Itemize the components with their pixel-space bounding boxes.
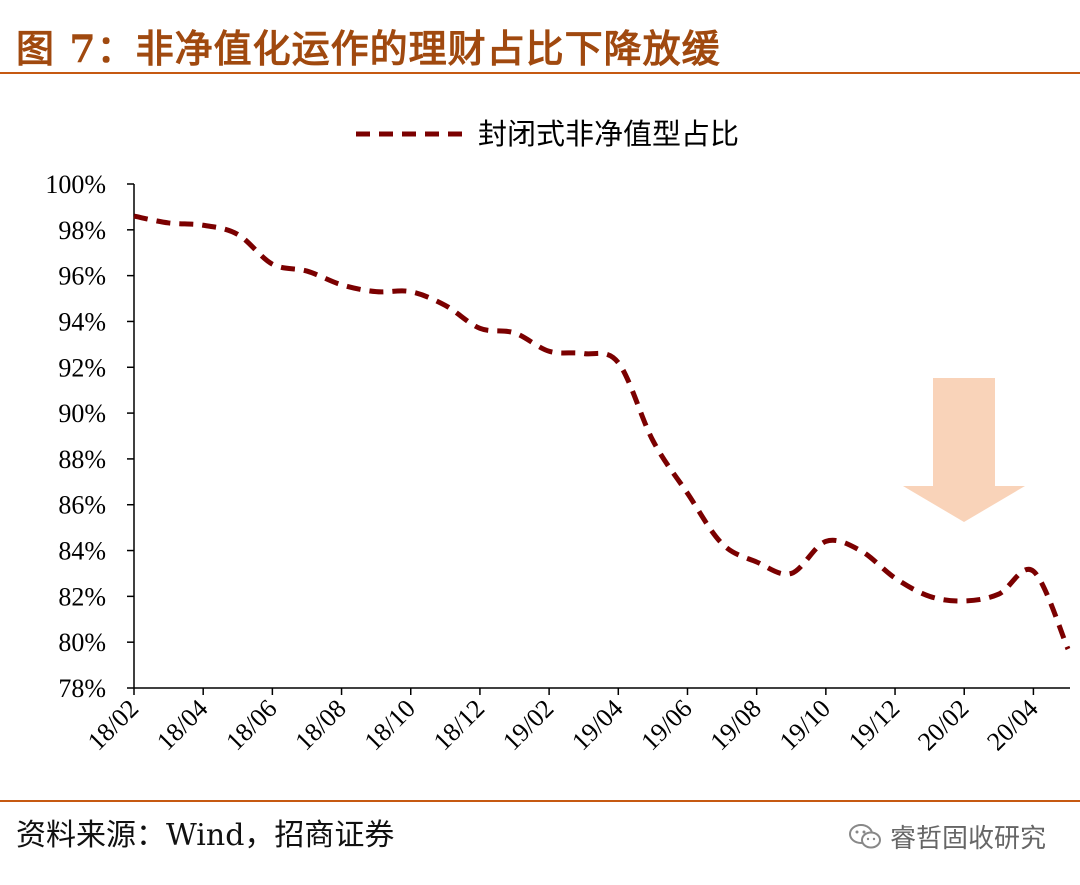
- data-point: [235, 232, 240, 237]
- x-tick-label: 19/08: [705, 694, 767, 756]
- x-tick-label: 18/12: [428, 694, 490, 756]
- series-line: [133, 213, 1071, 651]
- data-point: [893, 576, 898, 581]
- wechat-icon: [848, 823, 881, 848]
- data-point: [374, 289, 379, 294]
- down-arrow-icon: [903, 378, 1025, 522]
- y-tick-label: 78%: [58, 674, 106, 703]
- data-point: [996, 592, 1001, 597]
- x-tick-label: 19/10: [774, 694, 836, 756]
- watermark-text: 睿哲固收研究: [889, 824, 1046, 854]
- data-point: [547, 349, 552, 354]
- x-tick-label: 19/04: [566, 694, 628, 756]
- data-point: [720, 541, 725, 546]
- y-tick-label: 86%: [58, 491, 106, 520]
- x-tick-label: 18/06: [220, 694, 282, 756]
- x-tick-label: 18/04: [151, 694, 213, 756]
- x-tick-label: 19/02: [497, 694, 559, 756]
- data-point: [339, 282, 344, 287]
- data-point: [1031, 569, 1036, 574]
- chart-legend: 封闭式非净值型占比: [356, 117, 739, 151]
- y-tick-label: 98%: [58, 216, 106, 245]
- data-point: [443, 303, 448, 308]
- data-point: [304, 269, 309, 274]
- y-tick-label: 88%: [58, 445, 106, 474]
- data-point: [685, 491, 690, 496]
- y-tick-label: 94%: [58, 307, 106, 336]
- data-point: [408, 289, 413, 294]
- x-tick-label: 20/02: [912, 694, 974, 756]
- data-point: [166, 220, 171, 225]
- data-point: [132, 214, 137, 219]
- y-tick-label: 100%: [45, 170, 106, 199]
- data-point: [789, 571, 794, 576]
- y-tick-label: 96%: [58, 262, 106, 291]
- y-tick-label: 82%: [58, 582, 106, 611]
- x-tick-label: 18/10: [359, 694, 421, 756]
- data-point: [201, 223, 206, 228]
- figure-title: 图 7：非净值化运作的理财占比下降放缓: [16, 26, 721, 71]
- data-point: [270, 262, 275, 267]
- x-tick-label: 20/04: [981, 694, 1043, 756]
- footer-divider: [0, 800, 1080, 802]
- data-point: [1066, 647, 1071, 652]
- x-tick-label: 19/06: [635, 694, 697, 756]
- data-point: [823, 539, 828, 544]
- chart-axes: 78% 80% 82% 84% 86% 88% 90% 92% 94% 96% 98% 100% 18/…: [45, 170, 1070, 756]
- chart-marks: [132, 213, 1071, 652]
- data-point: [512, 330, 517, 335]
- watermark: 睿哲固收研究: [848, 818, 1046, 855]
- legend-label: 封闭式非净值型占比: [478, 117, 739, 151]
- y-tick-label: 90%: [58, 399, 106, 428]
- data-point: [754, 560, 759, 565]
- data-point: [858, 548, 863, 553]
- data-point: [962, 598, 967, 603]
- source-note: 资料来源：Wind，招商证券: [16, 818, 395, 853]
- data-point: [927, 594, 932, 599]
- y-tick-label: 92%: [58, 353, 106, 382]
- y-tick-label: 84%: [58, 537, 106, 566]
- x-tick-label: 18/02: [82, 694, 144, 756]
- data-point: [477, 326, 482, 331]
- line-chart: 封闭式非净值型占比 78% 80% 82% 84% 86% 88% 90% 92% 94% 96%…: [45, 117, 1071, 756]
- x-tick-label: 18/08: [289, 694, 351, 756]
- x-tick-label: 19/12: [843, 694, 905, 756]
- data-point: [650, 438, 655, 443]
- title-divider: [0, 72, 1080, 74]
- data-point: [616, 360, 621, 365]
- data-point: [581, 351, 586, 356]
- y-tick-label: 80%: [58, 628, 106, 657]
